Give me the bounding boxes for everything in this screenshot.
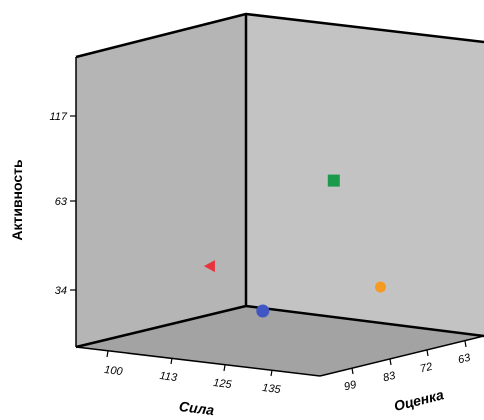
z-tick-label: 83 [382, 370, 398, 385]
x-tick-label: 100 [104, 364, 125, 378]
data-points [203, 174, 386, 318]
y-tick-label: 34 [55, 285, 67, 297]
x-tick-mark [170, 357, 173, 365]
y-axis-title: Активность [9, 159, 25, 241]
data-point-circle [375, 281, 386, 293]
z-tick-mark [389, 358, 392, 366]
z-tick-mark [426, 349, 429, 357]
data-point-circle [256, 304, 270, 318]
data-point-square [327, 174, 340, 187]
x-tick-label: 125 [213, 377, 234, 391]
back-wall [246, 14, 484, 336]
z-tick-mark [351, 367, 354, 375]
z-axis-title: Оценка [392, 386, 445, 414]
z-tick-label: 72 [419, 361, 434, 376]
x-axis-title: Сила [178, 398, 215, 418]
edge-bottom-left [75, 304, 247, 349]
y-tick-label: 63 [55, 196, 68, 208]
y-tick-label: 117 [49, 111, 67, 123]
z-axis-line [319, 335, 484, 377]
y-axis: 117 63 34 Активность [9, 111, 76, 297]
x-tick-mark [270, 369, 273, 377]
x-tick-mark [223, 364, 226, 372]
edge-bottom-back [245, 304, 484, 338]
data-point-triangle [203, 260, 215, 273]
x-tick-label: 135 [262, 382, 283, 396]
z-tick-label: 63 [457, 352, 473, 367]
x-axis: 100 113 125 135 Сила [104, 350, 283, 418]
left-wall [76, 14, 246, 347]
front-edges [75, 57, 484, 377]
z-tick-mark [464, 340, 467, 348]
x-tick-mark [106, 350, 109, 358]
box-edges [75, 12, 484, 349]
x-axis-line [75, 346, 321, 377]
z-tick-label: 99 [343, 379, 358, 394]
x-tick-label: 113 [159, 370, 179, 384]
